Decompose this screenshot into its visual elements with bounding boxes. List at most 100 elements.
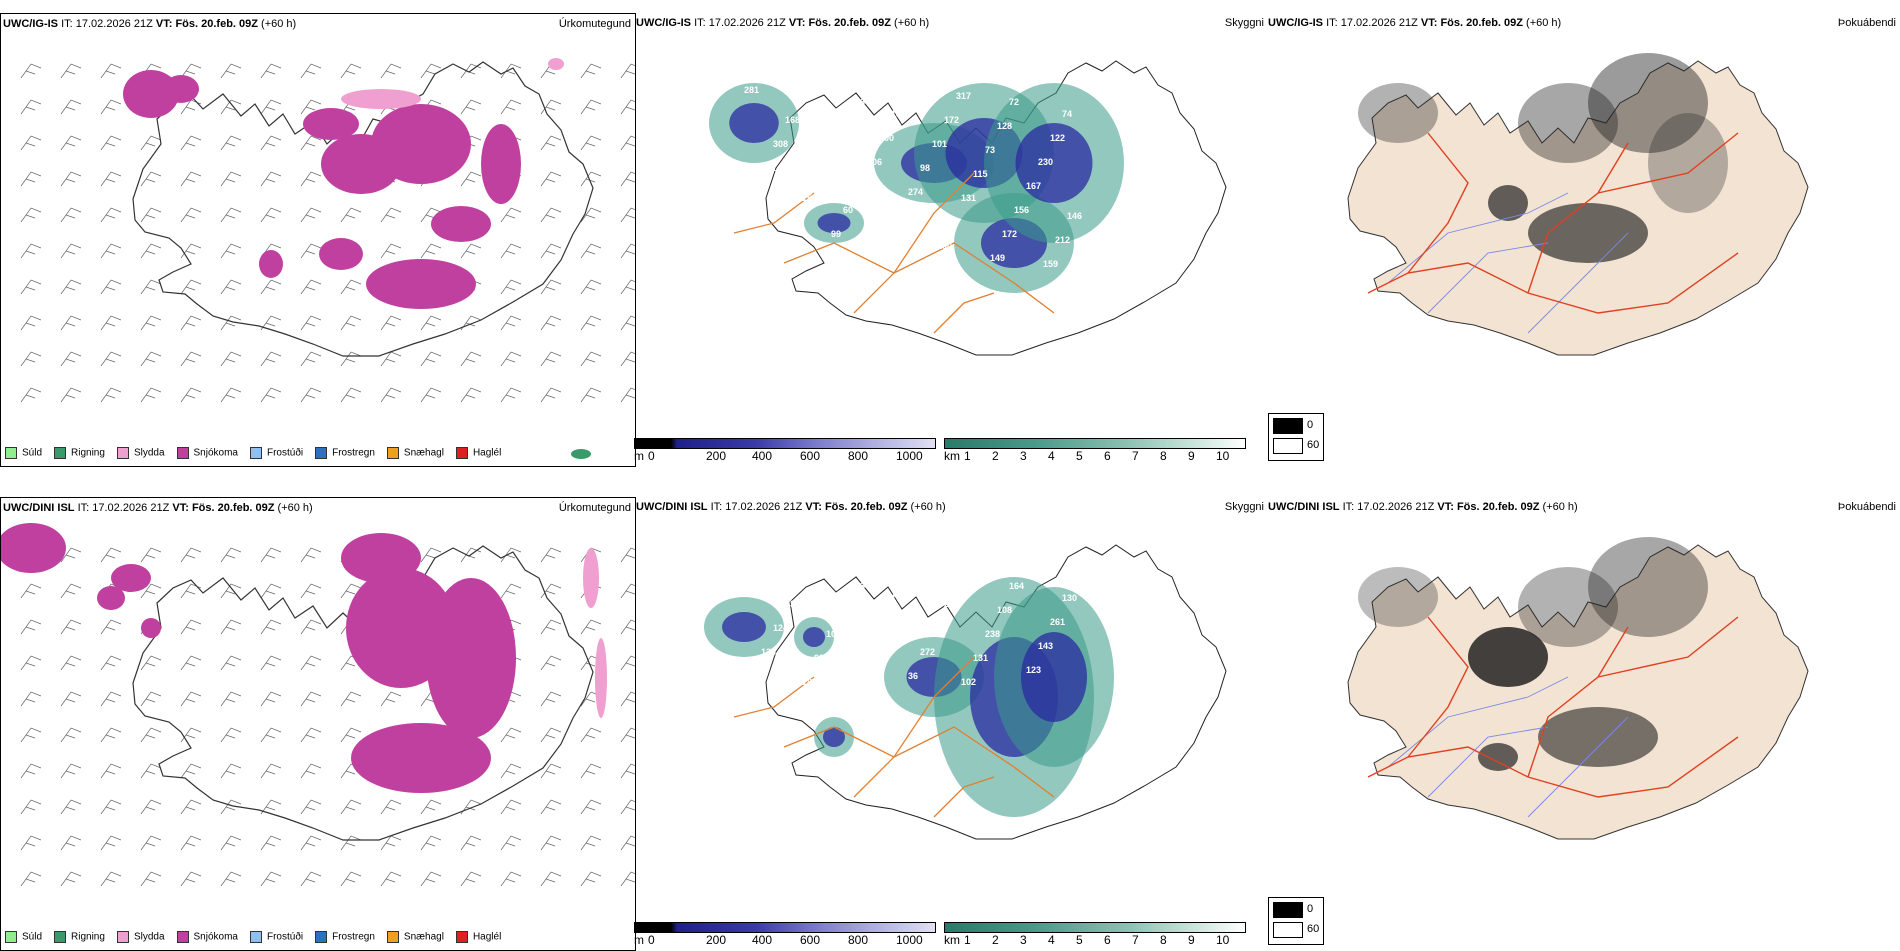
legend-item: Slydda [116, 447, 165, 459]
legend-swatch [455, 931, 468, 943]
visibility-tick: 9 [1188, 933, 1195, 947]
cloud-base-label: 168 [744, 569, 759, 579]
legend-item: Slydda [116, 931, 165, 943]
visibility-colorbar: km 1 2 3 4 5 6 7 8 9 10 [944, 438, 1254, 464]
cloud-base-label: 164 [1009, 581, 1024, 591]
cloud-base-label: 245 [944, 599, 959, 609]
legend-swatch [386, 447, 399, 459]
height-tick: 600 [800, 933, 821, 947]
cloud-base-label: 123 [1026, 665, 1041, 675]
legend-label: Slydda [133, 931, 165, 943]
height-tick: 1000 [896, 933, 923, 947]
cloud-panel-bottom: UWC/DINI ISL IT: 17.02.2026 21Z VT: Fös.… [634, 497, 1268, 949]
cloud-base-label: 93 [814, 653, 824, 663]
height-tick: 0 [648, 933, 655, 947]
panel-header: UWC/IG-IS IT: 17.02.2026 21Z VT: Fös. 20… [3, 18, 297, 30]
height-tick: 800 [848, 933, 869, 947]
cloud-base-label: 108 [997, 605, 1012, 615]
cloud-base-label: 152 [826, 145, 841, 155]
cloud-base-label: 36 [908, 671, 918, 681]
cloud-base-label: 319 [932, 623, 947, 633]
legend-item: Súld [5, 931, 42, 943]
legend-label: Haglél [472, 447, 502, 459]
visibility-tick: 6 [1104, 933, 1111, 947]
height-tick: 800 [848, 449, 869, 463]
cloud-base-label: 166 [850, 97, 865, 107]
panel-header: UWC/IG-IS IT: 17.02.2026 21Z VT: Fös. 20… [1268, 17, 1562, 29]
cloud-base-label: 69 [903, 85, 913, 95]
cloud-base-label: 311 [903, 569, 918, 579]
cloud-base-label: 151 [956, 575, 971, 585]
cloud-panel-top: UWC/IG-IS IT: 17.02.2026 21Z VT: Fös. 20… [634, 13, 1268, 465]
visibility-title: Skyggni [1224, 17, 1264, 29]
cloud-base-label: 100 [826, 629, 841, 639]
visibility-tick: 2 [992, 933, 999, 947]
precip-legend: Súld Rigning Slydda Snjókoma Frostúði Frostre… [5, 447, 513, 459]
visibility-tick: 4 [1048, 449, 1055, 463]
height-tick: 200 [706, 933, 727, 947]
visibility-tick: 1 [964, 933, 971, 947]
fog-tick: 0 [1307, 419, 1314, 431]
fog-swatch [1273, 922, 1303, 938]
cloud-base-label: 156 [1014, 205, 1029, 215]
cloud-base-label: 86 [949, 217, 959, 227]
legend-label: Frostúði [266, 447, 304, 459]
cloud-base-label: 121 [761, 163, 776, 173]
iceland-cloud-map: 281 183 166 69 317 72 74 168 149 136 172 128 122 308 1… [709, 60, 1227, 356]
legend-item: Frostúði [249, 447, 304, 459]
visibility-tick: 4 [1048, 933, 1055, 947]
visibility-unit: km [944, 449, 960, 463]
cloud-base-label: 272 [920, 647, 935, 657]
cloud-base-label: 261 [1050, 617, 1065, 627]
iceland-fog-map [1347, 537, 1809, 840]
legend-label: Snæhagl [403, 931, 444, 943]
cloud-base-label: 124 [773, 623, 788, 633]
legend-label: Súld [22, 447, 43, 459]
visibility-color-strip [944, 922, 1246, 933]
cloud-base-label: 48 [766, 265, 776, 275]
legend-item: Haglél [455, 931, 501, 943]
iceland-fog-map [1347, 53, 1809, 356]
iceland-precip-map [20, 58, 635, 459]
visibility-tick: 5 [1076, 449, 1083, 463]
cloud-base-label: 169 [778, 241, 793, 251]
height-color-strip [634, 438, 936, 449]
cloud-base-label: 128 [997, 121, 1012, 131]
cloud-base-label: 410 [879, 617, 894, 627]
legend-swatch [116, 447, 129, 459]
legend-swatch [5, 931, 17, 943]
cloud-base-label: 153 [802, 193, 817, 203]
visibility-tick: 1 [964, 449, 971, 463]
cloud-base-label: 274 [908, 187, 923, 197]
cloud-base-label: 106 [749, 671, 764, 681]
visibility-tick: 10 [1216, 933, 1230, 947]
fog-panel-top: 0 60 UWC/IG-IS IT: 17.02.2026 21Z VT: Fös… [1268, 13, 1900, 465]
visibility-tick: 7 [1132, 449, 1139, 463]
fog-swatch [1273, 902, 1303, 918]
precip-panel-bottom: UWC/DINI ISL IT: 17.02.2026 21Z VT: Fös.… [0, 497, 636, 951]
cloud-base-label: 308 [773, 139, 788, 149]
fog-tick: 60 [1307, 923, 1320, 935]
cloud-base-label: 131 [973, 653, 988, 663]
cloud-base-label: 73 [985, 145, 995, 155]
legend-swatch [249, 447, 262, 459]
precip-panel-top: UWC/IG-IS IT: 17.02.2026 21Z VT: Fös. 20… [0, 13, 636, 467]
cloud-base-label: 238 [985, 629, 1000, 639]
legend-item: Rigning [54, 931, 105, 943]
legend-swatch [386, 931, 399, 943]
fog-index-title: Þokuábendi [1837, 17, 1896, 29]
cloud-base-label: 146 [1067, 211, 1082, 221]
cloud-base-label: 130 [1062, 593, 1077, 603]
cloud-base-label: 102 [961, 677, 976, 687]
legend-label: Snjókoma [193, 447, 238, 459]
cloud-base-label: 172 [944, 115, 959, 125]
precip-legend: Súld Rigning Slydda Snjókoma Frostúði Frostre… [5, 931, 513, 943]
cloud-base-label: 230 [1038, 157, 1053, 167]
legend-item: Frostúði [249, 931, 303, 943]
cloud-base-label: 172 [1002, 229, 1017, 239]
precip-type-title: Úrkomutegund [558, 18, 631, 30]
cloud-base-label: 712 [838, 605, 853, 615]
precip-type-title: Úrkomutegund [558, 502, 631, 514]
legend-label: Rigning [71, 931, 105, 943]
fog-swatch [1273, 438, 1303, 454]
